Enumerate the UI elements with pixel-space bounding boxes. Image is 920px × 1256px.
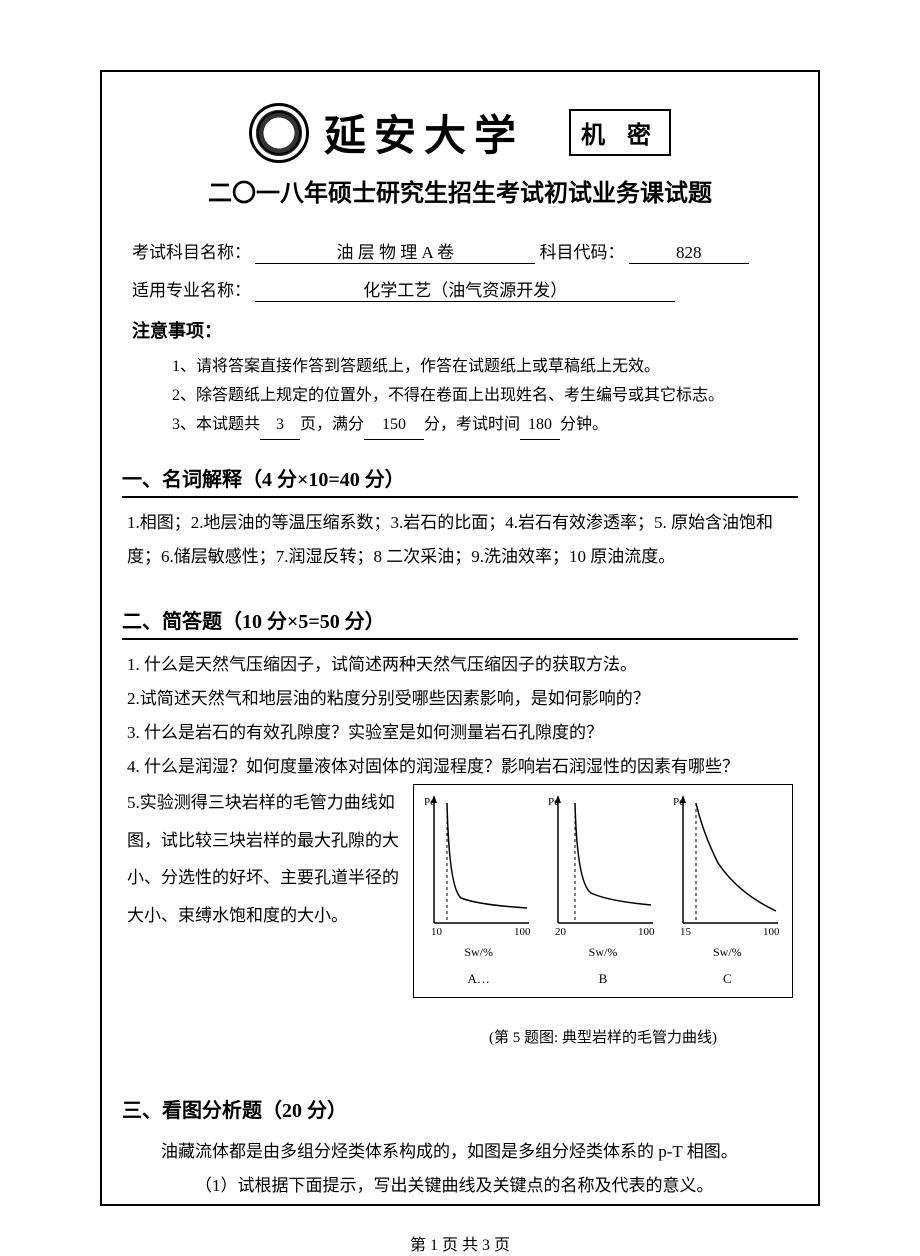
- section1-content: 1.相图；2.地层油的等温压缩系数；3.岩石的比面；4.岩石有效渗透率；5. 原…: [122, 498, 798, 582]
- chart-c: Pc 15 100 Sw/% C: [668, 793, 787, 992]
- question-2: 2.试简述天然气和地层油的粘度分别受哪些因素影响，是如何影响的？: [127, 682, 793, 716]
- subject-label: 考试科目名称：: [132, 243, 251, 262]
- curve-c: [696, 803, 776, 911]
- x-axis-label: Sw/%: [543, 940, 662, 964]
- chart-c-svg: Pc 15 100: [668, 793, 786, 938]
- capillary-charts: Pc 10 100 Sw/% A…: [413, 784, 793, 998]
- chart-a-svg: Pc 10 100: [419, 793, 537, 938]
- question-4: 4. 什么是润湿？如何度量液体对固体的润湿程度？影响岩石润湿性的因素有哪些？: [127, 750, 793, 784]
- confidential-stamp: 机 密: [569, 109, 671, 156]
- section3-sub1: （1）试根据下面提示，写出关键曲线及关键点的名称及代表的意义。: [127, 1169, 793, 1203]
- subject-row: 考试科目名称： 油 层 物 理 A 卷 科目代码： 828: [122, 238, 798, 264]
- major-label: 适用专业名称：: [132, 281, 251, 300]
- question-5-row: 5.实验测得三块岩样的毛管力曲线如图，试比较三块岩样的最大孔隙的大小、分选性的好…: [127, 784, 793, 1063]
- curve-a: [447, 803, 527, 908]
- page-number: 第 1 页 共 3 页: [122, 1231, 798, 1255]
- chart-b: Pc 20 100 Sw/% B: [543, 793, 662, 992]
- chart-a-label: A…: [419, 966, 538, 992]
- question-3: 3. 什么是岩石的有效孔隙度？实验室是如何测量岩石孔隙度的？: [127, 716, 793, 750]
- university-name: 延安大学: [324, 102, 524, 163]
- chart-b-svg: Pc 20 100: [543, 793, 661, 938]
- xmax-label: 100: [763, 926, 780, 938]
- major-value: 化学工艺（油气资源开发）: [255, 276, 675, 302]
- section2-content: 1. 什么是天然气压缩因子，试简述两种天然气压缩因子的获取方法。 2.试简述天然…: [122, 640, 798, 1071]
- major-row: 适用专业名称： 化学工艺（油气资源开发）: [122, 276, 798, 302]
- header-row: 延安大学 机 密: [122, 102, 798, 163]
- charts-wrapper: Pc 10 100 Sw/% A…: [413, 784, 793, 1063]
- curve-b: [575, 803, 651, 905]
- code-label: 科目代码：: [540, 243, 625, 262]
- section3-content: 油藏流体都是由多组分烃类体系构成的，如图是多组分烃类体系的 p-T 相图。 （1…: [122, 1127, 798, 1211]
- university-logo: [249, 103, 309, 163]
- notice-title: 注意事项：: [132, 317, 798, 343]
- section1-title: 一、名词解释（4 分×10=40 分）: [122, 455, 798, 498]
- question-1: 1. 什么是天然气压缩因子，试简述两种天然气压缩因子的获取方法。: [127, 648, 793, 682]
- chart-c-label: C: [668, 966, 787, 992]
- code-value: 828: [629, 243, 749, 264]
- subject-value: 油 层 物 理 A 卷: [255, 238, 535, 264]
- question-5: 5.实验测得三块岩样的毛管力曲线如图，试比较三块岩样的最大孔隙的大小、分选性的好…: [127, 784, 403, 934]
- section3-intro: 油藏流体都是由多组分烃类体系构成的，如图是多组分烃类体系的 p-T 相图。: [127, 1135, 793, 1169]
- xmax-label: 100: [638, 926, 655, 938]
- notice-item: 2、除答题纸上规定的位置外，不得在卷面上出现姓名、考生编号或其它标志。: [172, 382, 798, 411]
- xmin-label: 15: [680, 926, 692, 938]
- notice-item: 1、请将答案直接作答到答题纸上，作答在试题纸上或草稿纸上无效。: [172, 353, 798, 382]
- figure-caption: (第 5 题图: 典型岩样的毛管力曲线): [413, 1023, 793, 1053]
- section3-title: 三、看图分析题（20 分）: [122, 1086, 798, 1127]
- x-axis-label: Sw/%: [419, 940, 538, 964]
- x-axis-label: Sw/%: [668, 940, 787, 964]
- chart-b-label: B: [543, 966, 662, 992]
- notice-list: 1、请将答案直接作答到答题纸上，作答在试题纸上或草稿纸上无效。 2、除答题纸上规…: [122, 353, 798, 440]
- xmin-label: 20: [555, 926, 567, 938]
- notice-item: 3、本试题共3页，满分150分，考试时间180分钟。: [172, 411, 798, 441]
- xmin-label: 10: [431, 926, 443, 938]
- exam-title: 二〇一八年硕士研究生招生考试初试业务课试题: [122, 173, 798, 208]
- page-frame: 延安大学 机 密 二〇一八年硕士研究生招生考试初试业务课试题 考试科目名称： 油…: [100, 70, 820, 1206]
- xmax-label: 100: [514, 926, 531, 938]
- chart-a: Pc 10 100 Sw/% A…: [419, 793, 538, 992]
- section2-title: 二、简答题（10 分×5=50 分）: [122, 597, 798, 640]
